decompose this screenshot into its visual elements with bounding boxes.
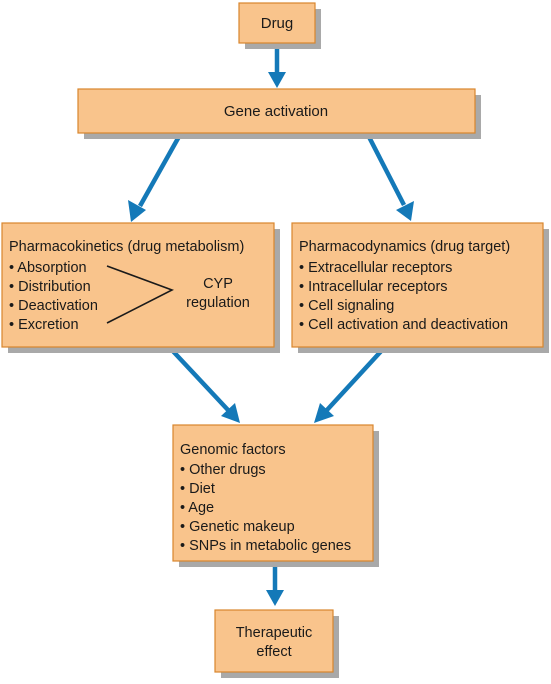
pharmacokinetics-title: Pharmacokinetics (drug metabolism) — [9, 239, 244, 255]
drug-box: Drug — [238, 2, 321, 49]
genomic-factors-box: Genomic factors • Other drugs • Diet • A… — [172, 424, 379, 567]
pharmacokinetics-item-distribution: • Distribution — [9, 279, 91, 295]
pharmacokinetics-item-deactivation: • Deactivation — [9, 298, 98, 314]
gene-activation-box: Gene activation — [77, 88, 481, 139]
pharmacodynamics-item-intracellular: • Intracellular receptors — [299, 279, 448, 295]
cyp-label-line2: regulation — [186, 295, 250, 311]
pharmacokinetics-box: Pharmacokinetics (drug metabolism) • Abs… — [1, 222, 280, 353]
therapeutic-effect-line2: effect — [256, 644, 291, 660]
pharmacokinetics-item-excretion: • Excretion — [9, 317, 79, 333]
gene-activation-label: Gene activation — [224, 103, 328, 120]
pharmacodynamics-title: Pharmacodynamics (drug target) — [299, 239, 510, 255]
arrow-gene-to-pharmacodynamics — [364, 131, 414, 221]
pharmacodynamics-item-cell-activation: • Cell activation and deactivation — [299, 317, 508, 333]
pharmacodynamics-box: Pharmacodynamics (drug target) • Extrace… — [291, 222, 549, 353]
therapeutic-effect-line1: Therapeutic — [236, 625, 313, 641]
arrow-gene-to-pharmacokinetics — [128, 131, 183, 222]
genomic-factors-title: Genomic factors — [180, 442, 286, 458]
cyp-bracket — [106, 265, 174, 324]
pharmacodynamics-item-extracellular: • Extracellular receptors — [299, 260, 452, 276]
pharmacodynamics-item-cell-signaling: • Cell signaling — [299, 298, 394, 314]
genomic-item-age: • Age — [180, 500, 214, 516]
genomic-item-diet: • Diet — [180, 481, 215, 497]
therapeutic-effect-box: Therapeutic effect — [214, 609, 339, 678]
genomic-item-snps: • SNPs in metabolic genes — [180, 538, 351, 554]
arrow-pharmacokinetics-to-genomic — [168, 346, 240, 423]
arrow-genomic-to-therapeutic — [266, 565, 284, 606]
genomic-item-genetic-makeup: • Genetic makeup — [180, 519, 295, 535]
genomic-item-other-drugs: • Other drugs — [180, 462, 266, 478]
arrow-pharmacodynamics-to-genomic — [314, 346, 386, 423]
pharmacokinetics-item-absorption: • Absorption — [9, 260, 87, 276]
cyp-label-line1: CYP — [203, 276, 233, 292]
arrow-drug-to-gene — [268, 47, 286, 88]
drug-label: Drug — [261, 15, 294, 32]
